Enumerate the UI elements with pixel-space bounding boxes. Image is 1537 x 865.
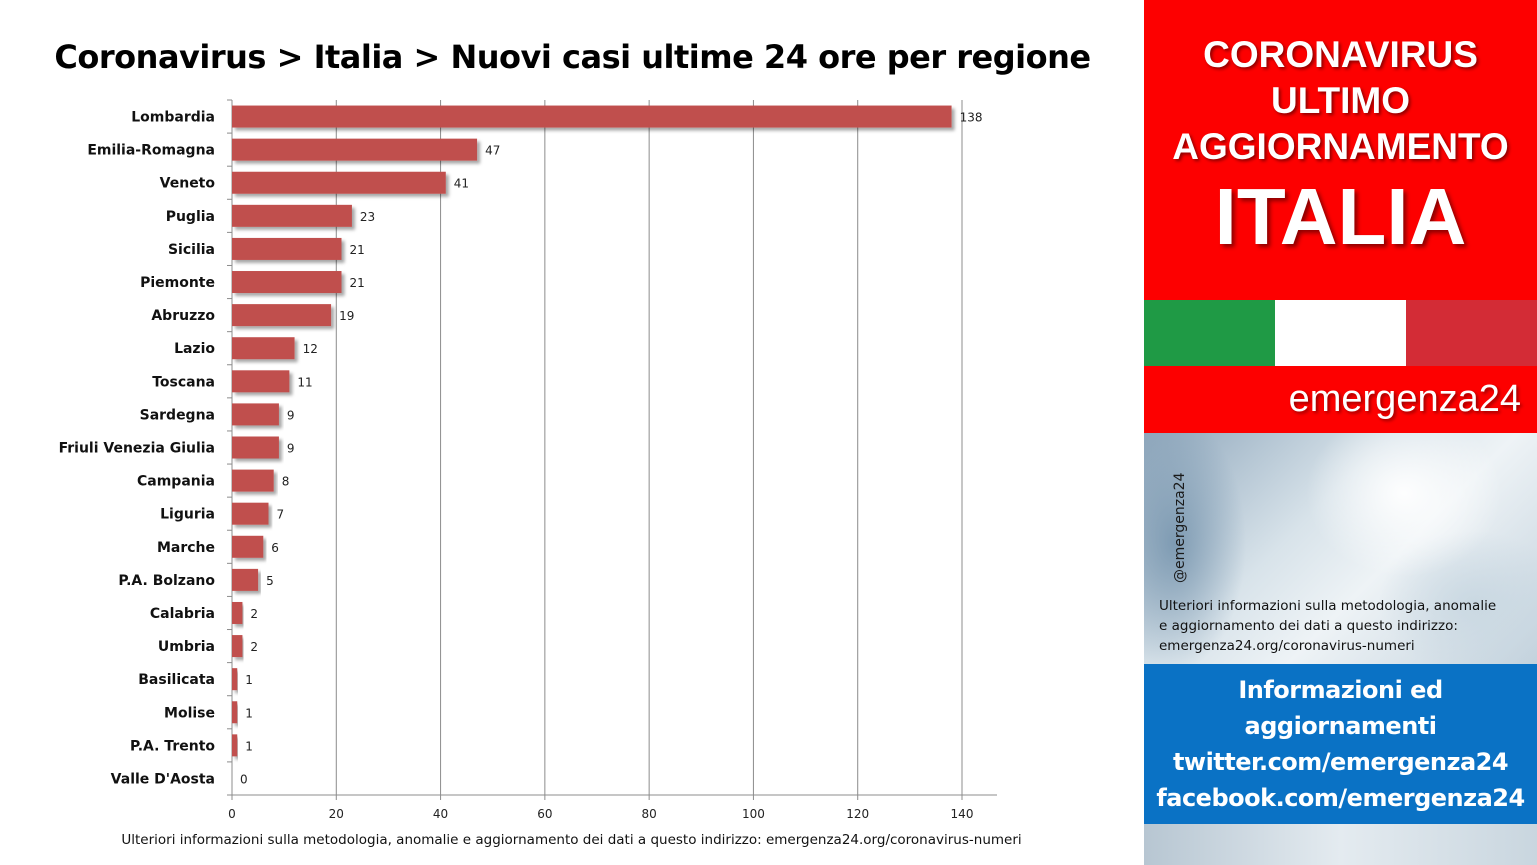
bar <box>232 138 478 161</box>
data-label: 9 <box>287 442 295 456</box>
data-label: 21 <box>350 243 365 257</box>
category-label: Calabria <box>150 606 215 622</box>
chart-footnote: Ulteriori informazioni sulla metodologia… <box>121 832 1022 848</box>
social-line-2: aggiornamenti <box>1244 712 1437 740</box>
bar <box>232 668 238 691</box>
category-label: Sicilia <box>168 242 215 258</box>
x-tick-label: 20 <box>329 807 344 821</box>
data-label: 6 <box>271 541 279 555</box>
bar <box>232 535 264 558</box>
data-label: 0 <box>240 772 248 786</box>
x-tick-label: 60 <box>537 807 552 821</box>
bar <box>232 171 446 194</box>
bar <box>232 436 279 459</box>
x-tick-label: 120 <box>846 807 869 821</box>
bar <box>232 403 279 426</box>
bar <box>232 601 243 624</box>
flag-red-stripe <box>1406 300 1537 366</box>
background-photo: @emergenza24 Ulteriori informazioni sull… <box>1144 433 1537 664</box>
category-label: Puglia <box>166 209 215 225</box>
category-label: Liguria <box>160 507 215 523</box>
category-label: Molise <box>164 705 215 721</box>
x-tick-label: 0 <box>228 807 236 821</box>
x-tick-label: 100 <box>742 807 765 821</box>
bar <box>232 370 290 393</box>
bar <box>232 502 269 525</box>
data-label: 7 <box>277 508 285 522</box>
flag-white-stripe <box>1275 300 1406 366</box>
country-label: ITALIA <box>1214 172 1467 261</box>
data-label: 2 <box>250 640 258 654</box>
twitter-link[interactable]: twitter.com/emergenza24 <box>1172 748 1509 776</box>
brand-bar: emergenza24 <box>1144 366 1537 433</box>
bar <box>232 271 342 294</box>
data-label: 9 <box>287 408 295 422</box>
facebook-link[interactable]: facebook.com/emergenza24 <box>1156 784 1525 812</box>
x-tick-label: 80 <box>642 807 657 821</box>
header-line-2: ULTIMO <box>1270 80 1411 121</box>
category-label: Piemonte <box>140 275 215 291</box>
data-label: 2 <box>250 607 258 621</box>
data-label: 12 <box>303 342 318 356</box>
right-panel: CORONAVIRUS ULTIMO AGGIORNAMENTO ITALIA … <box>1144 0 1537 865</box>
bottom-photo <box>1144 824 1537 865</box>
data-label: 1 <box>245 673 253 687</box>
flag-green-stripe <box>1144 300 1275 366</box>
bar <box>232 337 295 360</box>
data-label: 11 <box>297 375 312 389</box>
category-label: Lazio <box>174 341 215 357</box>
data-label: 21 <box>350 276 365 290</box>
category-label: P.A. Trento <box>130 738 215 754</box>
category-label: Sardegna <box>140 407 215 423</box>
info-line-3[interactable]: emergenza24.org/coronavirus-numeri <box>1159 638 1415 654</box>
bars <box>232 105 952 757</box>
category-label: Campania <box>137 474 215 490</box>
social-box: Informazioni ed aggiornamenti twitter.co… <box>1144 664 1537 824</box>
info-line-1: Ulteriori informazioni sulla metodologia… <box>1159 598 1497 614</box>
category-label: P.A. Bolzano <box>118 573 215 589</box>
data-label: 47 <box>485 144 500 158</box>
social-line-1: Informazioni ed <box>1238 676 1443 704</box>
bar <box>232 469 274 492</box>
data-label: 41 <box>454 177 469 191</box>
italian-flag <box>1144 300 1537 366</box>
category-label: Marche <box>157 540 215 556</box>
bar <box>232 701 238 724</box>
header-line-3: AGGIORNAMENTO <box>1172 126 1509 167</box>
bar <box>232 568 259 591</box>
category-label: Toscana <box>152 374 215 390</box>
x-tick-label: 140 <box>951 807 974 821</box>
category-label: Basilicata <box>138 672 215 688</box>
bar <box>232 635 243 658</box>
header-box: CORONAVIRUS ULTIMO AGGIORNAMENTO ITALIA <box>1144 0 1537 300</box>
info-text: Ulteriori informazioni sulla metodologia… <box>1159 596 1529 656</box>
data-label: 1 <box>245 739 253 753</box>
category-label: Emilia-Romagna <box>87 143 215 159</box>
data-label: 138 <box>960 111 983 125</box>
bar <box>232 734 238 757</box>
category-label: Umbria <box>158 639 215 655</box>
data-label: 23 <box>360 210 375 224</box>
info-line-2: e aggiornamento dei dati a questo indiri… <box>1159 618 1458 634</box>
bar <box>232 304 332 327</box>
gridlines <box>335 100 963 795</box>
category-label: Lombardia <box>131 110 215 126</box>
data-label: 5 <box>266 574 274 588</box>
chart-title: Coronavirus > Italia > Nuovi casi ultime… <box>54 38 1091 76</box>
data-label: 19 <box>339 309 354 323</box>
bar <box>232 237 342 260</box>
social-handle: @emergenza24 <box>1172 472 1188 584</box>
bar <box>232 105 952 128</box>
category-label: Valle D'Aosta <box>111 771 215 787</box>
header-line-1: CORONAVIRUS <box>1203 34 1478 75</box>
category-label: Friuli Venezia Giulia <box>59 441 215 457</box>
data-label: 1 <box>245 706 253 720</box>
bar <box>232 204 352 227</box>
category-label: Veneto <box>160 176 216 192</box>
x-tick-label: 40 <box>433 807 448 821</box>
data-label: 8 <box>282 475 290 489</box>
category-label: Abruzzo <box>151 308 215 324</box>
